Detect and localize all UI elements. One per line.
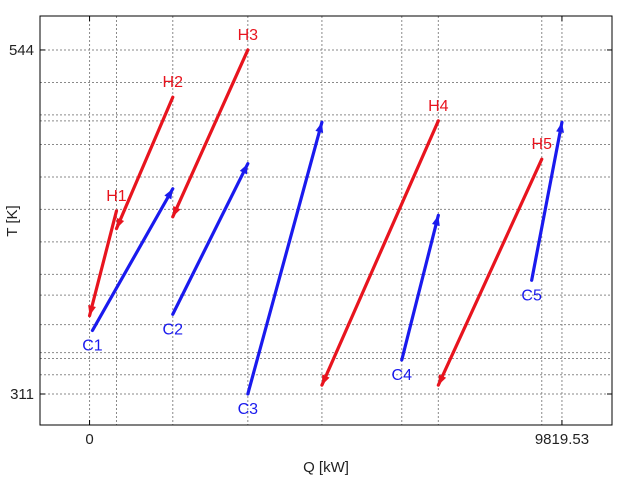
stream-line — [87, 209, 119, 318]
stream-arrowhead — [432, 215, 440, 227]
stream-line — [171, 48, 250, 219]
stream-line — [90, 187, 175, 333]
stream-line — [246, 120, 324, 396]
axis-ticks: 0 9819.53 311 544 — [9, 16, 612, 448]
stream-arrowhead — [172, 206, 181, 217]
plot-background — [40, 16, 612, 425]
stream-arrowhead — [116, 217, 125, 229]
stream-h1 — [87, 209, 119, 318]
stream-label: H3 — [238, 27, 259, 44]
stream-arrowhead — [321, 374, 330, 386]
stream-arrowhead — [239, 163, 248, 175]
stream-c5 — [530, 120, 564, 282]
y-axis-label: T [K] — [4, 205, 21, 236]
y-tick-label: 544 — [9, 42, 34, 59]
stream-c1 — [90, 187, 175, 333]
stream-label: C3 — [238, 401, 259, 418]
stream-line — [171, 162, 250, 316]
stream-arrowhead — [88, 305, 96, 316]
stream-h3 — [171, 48, 250, 219]
x-axis-label: Q [kW] — [303, 459, 349, 476]
series-layer — [87, 48, 564, 396]
grid — [40, 16, 612, 425]
stream-arrowhead — [556, 122, 564, 133]
y-tick-label: 311 — [10, 386, 34, 403]
plot-frame — [39, 15, 613, 426]
stream-line — [400, 213, 440, 362]
stream-c3 — [246, 120, 324, 396]
stream-h2 — [114, 95, 175, 231]
stream-line — [320, 119, 440, 387]
stream-h4 — [320, 119, 440, 387]
stream-line — [114, 95, 175, 231]
stream-h5 — [436, 157, 544, 387]
stream-label: H2 — [163, 74, 184, 91]
stream-label: H5 — [532, 136, 553, 153]
stream-arrowhead — [164, 188, 173, 200]
stream-c2 — [171, 162, 250, 316]
stream-line — [530, 120, 564, 282]
stream-label: C1 — [82, 338, 103, 355]
stream-line — [436, 157, 544, 387]
stream-c4 — [400, 213, 440, 362]
x-tick-label: 9819.53 — [535, 431, 589, 448]
stream-label: C2 — [163, 321, 184, 338]
stream-label: H4 — [428, 98, 449, 115]
x-tick-label: 0 — [85, 431, 93, 448]
stream-label: C5 — [521, 287, 542, 304]
stream-label: H1 — [106, 188, 127, 205]
stream-arrowhead — [315, 122, 324, 134]
stream-label: C4 — [392, 367, 413, 384]
series-labels: H1 H2 H3 H4 H5 C1 C2 C3 C4 C5 — [82, 27, 552, 418]
stream-arrowhead — [438, 374, 447, 386]
